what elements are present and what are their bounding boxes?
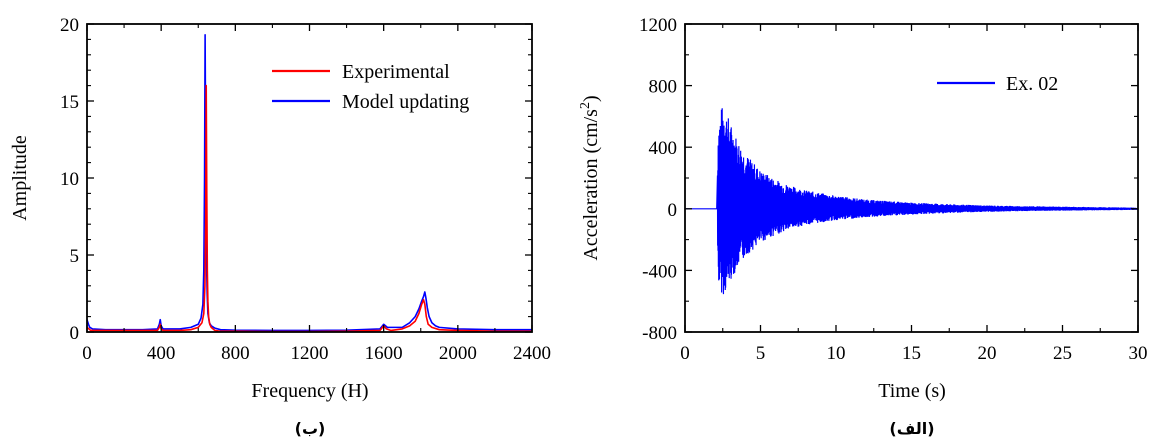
acceleration-x-tick-labels: 0 5 10 15 20 25 30	[680, 343, 1147, 364]
y-tick-label: 400	[649, 138, 678, 159]
acceleration-y-axis-title-main: Acceleration (cm/s	[580, 109, 602, 261]
series-line-model-updating	[86, 33, 532, 332]
frequency-chart: 0 400 800 1200 1600 2000 2400 0 5 10 15 20 Frequen…	[9, 15, 551, 438]
frequency-x-axis-title: Frequency (H)	[251, 380, 368, 402]
y-tick-label: 0	[668, 200, 678, 221]
series-line-experimental	[86, 84, 532, 333]
y-tick-label: -400	[642, 261, 677, 282]
frequency-plot-lines	[86, 33, 532, 333]
x-tick-label: 20	[978, 343, 997, 364]
acceleration-y-tick-labels: -800 -400 0 400 800 1200	[639, 15, 677, 344]
y-tick-label: 0	[70, 323, 80, 344]
acceleration-ticks	[684, 23, 1139, 333]
x-tick-label: 1600	[365, 343, 403, 364]
acceleration-y-axis-title-end: )	[580, 95, 602, 102]
acceleration-y-axis-title: Acceleration (cm/s2)	[578, 95, 602, 260]
x-tick-label: 2400	[513, 343, 551, 364]
x-tick-label: 5	[756, 343, 766, 364]
legend-label-ex-02: Ex. 02	[1006, 73, 1058, 95]
frequency-y-axis-title: Amplitude	[9, 135, 31, 221]
x-tick-label: 800	[221, 343, 250, 364]
acceleration-chart-caption: (الف)	[889, 419, 934, 438]
y-tick-label: 5	[70, 246, 80, 267]
x-tick-label: 1200	[291, 343, 329, 364]
y-tick-label: 800	[649, 77, 678, 98]
acceleration-chart: 0 5 10 15 20 25 30 -800 -400 0 400 800 1200 Time (s…	[578, 15, 1148, 438]
x-tick-label: 25	[1053, 343, 1072, 364]
frequency-x-tick-labels: 0 400 800 1200 1600 2000 2400	[82, 343, 551, 364]
acceleration-plot-signal	[685, 108, 1139, 295]
frequency-chart-caption: (ب)	[295, 419, 326, 438]
frequency-ticks	[86, 23, 533, 333]
frequency-legend: Experimental Model updating	[272, 61, 469, 113]
y-tick-label: 1200	[639, 15, 677, 36]
frequency-y-tick-labels: 0 5 10 15 20	[60, 15, 79, 344]
acceleration-y-axis-title-sup: 2	[578, 102, 593, 109]
y-tick-label: 10	[60, 169, 79, 190]
x-tick-label: 2000	[439, 343, 477, 364]
acceleration-x-axis-title: Time (s)	[878, 380, 946, 402]
legend-label-model-updating: Model updating	[342, 91, 469, 113]
y-tick-label: 20	[60, 15, 79, 36]
legend-label-experimental: Experimental	[342, 61, 450, 83]
x-tick-label: 10	[827, 343, 846, 364]
x-tick-label: 400	[147, 343, 176, 364]
y-tick-label: -800	[642, 323, 677, 344]
y-tick-label: 15	[60, 92, 79, 113]
x-tick-label: 0	[82, 343, 92, 364]
acceleration-legend: Ex. 02	[937, 73, 1058, 95]
x-tick-label: 15	[902, 343, 921, 364]
series-line-ex-02	[685, 108, 1139, 295]
x-tick-label: 30	[1129, 343, 1148, 364]
x-tick-label: 0	[680, 343, 690, 364]
